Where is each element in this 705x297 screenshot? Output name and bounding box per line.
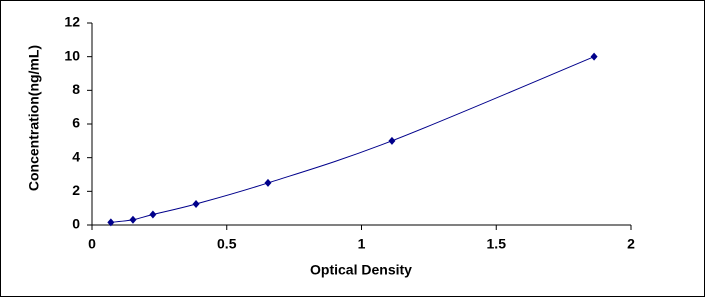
y-tick-label: 10 [64,47,80,63]
x-axis-label: Optical Density [310,262,412,278]
y-tick-label: 8 [72,81,80,97]
point [149,210,157,219]
y-tick-label: 6 [72,115,80,131]
x-tick-label: 1 [358,236,366,252]
y-tick-label: 0 [72,216,80,232]
x-tick-label: 0.5 [217,236,237,252]
x-tick-label: 2 [627,236,635,252]
x-tick-label: 0 [88,236,96,252]
y-tick-label: 4 [72,148,80,164]
point [264,178,272,187]
point [388,136,396,145]
point [129,215,137,224]
point [590,52,598,61]
y-tick-label: 2 [72,182,80,198]
point [107,218,115,227]
point [192,199,200,208]
y-tick-label: 12 [64,14,80,30]
x-tick-label: 1.5 [487,236,507,252]
y-axis-label: Concentration(ng/mL) [26,45,42,191]
